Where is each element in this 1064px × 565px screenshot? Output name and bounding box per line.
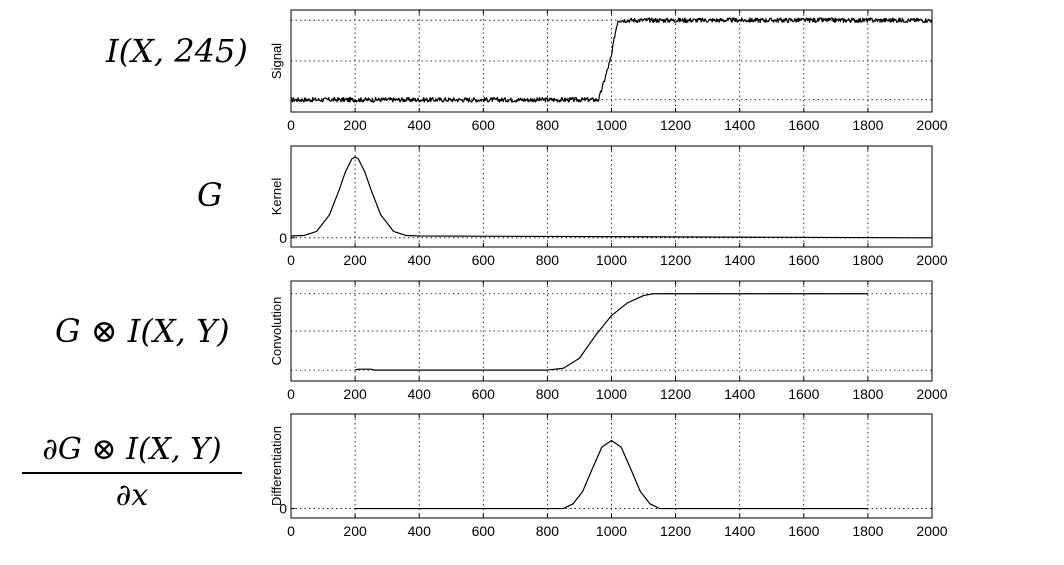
x-tick-label: 1600 xyxy=(788,252,819,268)
series-line-1 xyxy=(290,17,933,103)
x-tick-label: 1200 xyxy=(660,523,691,539)
x-tick-label: 1200 xyxy=(660,117,691,133)
x-tick-label: 1600 xyxy=(788,117,819,133)
series-line-3 xyxy=(354,293,868,371)
x-tick-label: 1400 xyxy=(724,386,755,402)
x-tick-label: 1600 xyxy=(788,523,819,539)
x-tick-label: 1400 xyxy=(724,523,755,539)
x-tick-label: 2000 xyxy=(916,523,947,539)
signal-equation: I(X, 245) xyxy=(106,32,248,70)
x-tick-label: 0 xyxy=(287,386,295,402)
x-tick-label: 800 xyxy=(536,252,560,268)
x-tick-label: 400 xyxy=(408,523,432,539)
convolution-equation: G ⊗ I(X, Y) xyxy=(55,312,230,350)
x-tick-label: 1000 xyxy=(596,386,627,402)
x-tick-label: 600 xyxy=(472,117,496,133)
x-tick-label: 0 xyxy=(287,117,295,133)
x-tick-label: 2000 xyxy=(916,386,947,402)
x-tick-label: 0 xyxy=(287,252,295,268)
x-tick-label: 800 xyxy=(536,523,560,539)
x-tick-label: 1200 xyxy=(660,252,691,268)
x-tick-label: 1800 xyxy=(852,386,883,402)
x-tick-label: 200 xyxy=(343,117,367,133)
x-tick-label: 200 xyxy=(343,386,367,402)
x-tick-label: 2000 xyxy=(916,117,947,133)
x-tick-label: 800 xyxy=(536,117,560,133)
x-tick-label: 1400 xyxy=(724,117,755,133)
x-tick-label: 400 xyxy=(408,386,432,402)
y-tick-label: 0 xyxy=(279,501,287,517)
x-tick-label: 1800 xyxy=(852,117,883,133)
x-tick-label: 1400 xyxy=(724,252,755,268)
fraction-bar xyxy=(22,472,242,474)
y-axis-label: Convolution xyxy=(269,297,284,366)
x-tick-label: 400 xyxy=(408,252,432,268)
x-tick-label: 1000 xyxy=(596,252,627,268)
x-tick-label: 1200 xyxy=(660,386,691,402)
y-axis-label: Differentiation xyxy=(269,426,284,506)
x-tick-label: 1000 xyxy=(596,117,627,133)
x-tick-label: 200 xyxy=(343,523,367,539)
diff-numerator: ∂G ⊗ I(X, Y) xyxy=(42,432,222,467)
x-tick-label: 400 xyxy=(408,117,432,133)
x-tick-label: 2000 xyxy=(916,252,947,268)
plot-frame-4 xyxy=(290,413,933,519)
x-tick-label: 800 xyxy=(536,386,560,402)
x-tick-label: 1800 xyxy=(852,523,883,539)
x-tick-label: 1000 xyxy=(596,523,627,539)
y-tick-label: 0 xyxy=(279,230,287,246)
series-line-4 xyxy=(355,439,868,510)
diff-denominator: ∂x xyxy=(115,478,149,513)
kernel-equation: G xyxy=(197,176,223,214)
x-tick-label: 1600 xyxy=(788,386,819,402)
y-axis-label: Signal xyxy=(269,43,284,79)
x-tick-label: 600 xyxy=(472,252,496,268)
x-tick-label: 200 xyxy=(343,252,367,268)
differentiation-equation: ∂G ⊗ I(X, Y) ∂x xyxy=(22,430,242,516)
x-tick-label: 1800 xyxy=(852,252,883,268)
y-axis-label: Kernel xyxy=(269,178,284,216)
series-line-2 xyxy=(290,156,933,239)
x-tick-label: 600 xyxy=(472,386,496,402)
x-tick-label: 600 xyxy=(472,523,496,539)
x-tick-label: 0 xyxy=(287,523,295,539)
